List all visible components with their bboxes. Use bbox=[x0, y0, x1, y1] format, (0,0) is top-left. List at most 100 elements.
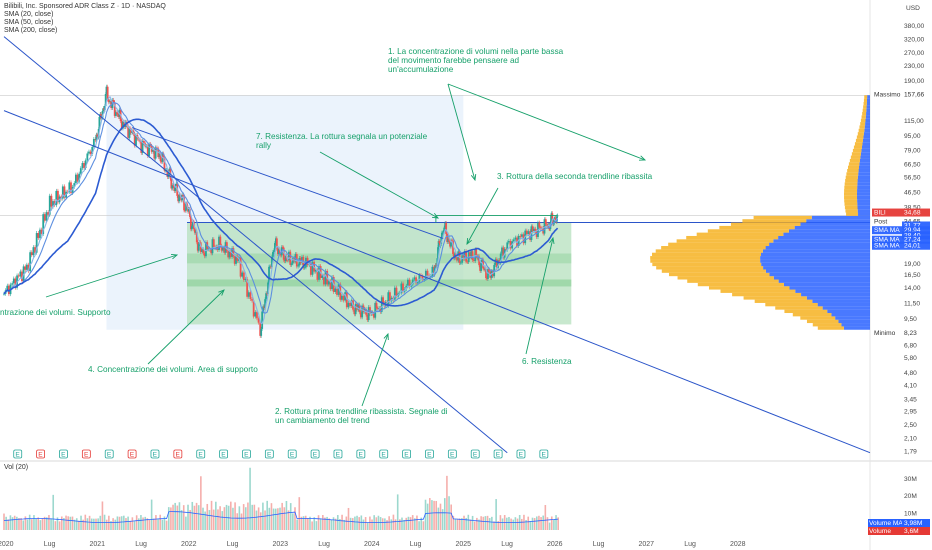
volume-bar bbox=[18, 518, 20, 530]
volume-bar bbox=[54, 521, 57, 530]
price-tick-label: 115,00 bbox=[904, 118, 924, 125]
volume-profile-bar-down bbox=[844, 202, 858, 206]
volume-profile-bar-up bbox=[763, 266, 870, 270]
earnings-marker[interactable] bbox=[402, 449, 412, 459]
earnings-marker[interactable] bbox=[333, 449, 343, 459]
earnings-marker[interactable] bbox=[493, 449, 503, 459]
volume-bar bbox=[354, 516, 356, 530]
candle-body bbox=[247, 292, 250, 297]
volume-profile-bar-up bbox=[861, 148, 870, 153]
earnings-marker[interactable] bbox=[539, 449, 549, 459]
earnings-marker[interactable] bbox=[196, 449, 206, 459]
earnings-marker[interactable] bbox=[379, 449, 389, 459]
candle-body bbox=[462, 255, 465, 259]
volume-bar bbox=[69, 516, 72, 530]
earnings-marker[interactable] bbox=[425, 449, 434, 459]
candle-body bbox=[148, 144, 150, 156]
arrow-annotation-7 bbox=[319, 151, 439, 219]
earnings-marker[interactable] bbox=[127, 449, 137, 459]
earnings-marker[interactable] bbox=[242, 449, 251, 459]
volume-profile-bar-up bbox=[778, 235, 870, 240]
volume-bar bbox=[486, 515, 489, 530]
earnings-marker[interactable] bbox=[59, 449, 68, 459]
volume-profile-bar-up bbox=[765, 269, 870, 273]
volume-bar bbox=[396, 494, 399, 530]
candle-body bbox=[281, 247, 284, 248]
volume-profile-bar-up bbox=[773, 239, 870, 243]
volume-profile-bar-down bbox=[852, 148, 862, 153]
price-tag-value-bg bbox=[902, 231, 930, 240]
volume-bar bbox=[180, 510, 183, 530]
volume-profile-bar-up bbox=[806, 296, 870, 300]
earnings-marker[interactable] bbox=[356, 449, 366, 459]
price-tag-label-bg bbox=[872, 226, 902, 235]
volume-bar bbox=[428, 498, 431, 530]
earnings-marker[interactable] bbox=[310, 449, 320, 459]
earnings-marker[interactable] bbox=[150, 449, 160, 459]
candle-body bbox=[344, 292, 347, 301]
volume-bar bbox=[336, 515, 339, 530]
candle-body bbox=[88, 151, 90, 154]
candle-body bbox=[525, 230, 528, 235]
chart-legend: Bilibili, Inc. Sponsored ADR Class Z · 1… bbox=[4, 3, 166, 35]
earnings-marker[interactable] bbox=[219, 449, 229, 459]
volume-profile-bar-down bbox=[845, 175, 858, 180]
earnings-marker[interactable] bbox=[470, 449, 480, 459]
volume-profile-bar-up bbox=[835, 316, 870, 320]
price-tick-label: 2,95 bbox=[904, 409, 917, 416]
earnings-marker[interactable] bbox=[81, 449, 91, 459]
candle-body bbox=[376, 308, 379, 310]
volume-bar bbox=[73, 519, 76, 530]
volume-bar bbox=[349, 517, 352, 530]
candle-body bbox=[324, 270, 327, 285]
candle-body bbox=[437, 247, 439, 259]
volume-bar bbox=[458, 518, 461, 530]
candle-body bbox=[407, 279, 409, 286]
volume-bar bbox=[249, 467, 251, 530]
volume-profile-bar-up bbox=[778, 279, 870, 283]
price-tag-label: SMA MA bbox=[874, 227, 900, 234]
arrow-annotation-5 bbox=[45, 254, 178, 298]
candle-body bbox=[95, 134, 98, 141]
volume-tick-label: 20M bbox=[904, 493, 917, 500]
candle-body bbox=[429, 275, 432, 277]
volume-profile-bar-up bbox=[857, 175, 870, 180]
volume-bar bbox=[93, 518, 95, 530]
indicator-sma-200[interactable]: SMA (200, close) bbox=[4, 27, 58, 34]
volume-bar bbox=[317, 515, 320, 530]
candle-body bbox=[402, 283, 404, 292]
price-tag-value-bg bbox=[902, 226, 930, 235]
arrow-annotation-3-head bbox=[466, 237, 472, 246]
candle-body bbox=[471, 251, 474, 261]
price-tag: SMA MA 24,01 bbox=[872, 241, 930, 250]
volume-profile-bar-down bbox=[844, 189, 858, 193]
earnings-marker-label: E bbox=[244, 452, 249, 459]
earnings-marker[interactable] bbox=[173, 449, 183, 459]
indicator-sma-20[interactable]: SMA (20, close) bbox=[4, 11, 54, 18]
volume-bar bbox=[384, 518, 386, 530]
volume-profile-bar-down bbox=[656, 266, 764, 270]
candle-body bbox=[68, 182, 71, 192]
candle-body bbox=[180, 196, 183, 201]
candle-body bbox=[105, 86, 108, 94]
earnings-marker[interactable] bbox=[104, 449, 114, 459]
price-tag: BILI 34,68 bbox=[872, 208, 930, 217]
candle-body bbox=[249, 292, 252, 300]
volume-bar bbox=[13, 515, 16, 530]
indicator-sma-50[interactable]: SMA (50, close) bbox=[4, 19, 54, 26]
price-tag: Minimo 8,23 bbox=[872, 328, 930, 337]
arrow-annotation-1a bbox=[447, 83, 476, 181]
volume-indicator-label[interactable]: Vol (20) bbox=[4, 464, 29, 471]
candle-body bbox=[123, 121, 126, 127]
volume-profile-bar-up bbox=[795, 289, 870, 293]
earnings-marker[interactable] bbox=[516, 449, 526, 459]
volume-bar bbox=[292, 513, 294, 530]
earnings-marker[interactable] bbox=[264, 449, 274, 459]
candle-body bbox=[375, 302, 378, 309]
earnings-marker[interactable] bbox=[36, 449, 45, 459]
earnings-marker[interactable] bbox=[13, 449, 23, 459]
earnings-marker[interactable] bbox=[287, 449, 297, 459]
earnings-marker[interactable] bbox=[447, 449, 457, 459]
volume-profile-bar-up bbox=[861, 145, 870, 149]
